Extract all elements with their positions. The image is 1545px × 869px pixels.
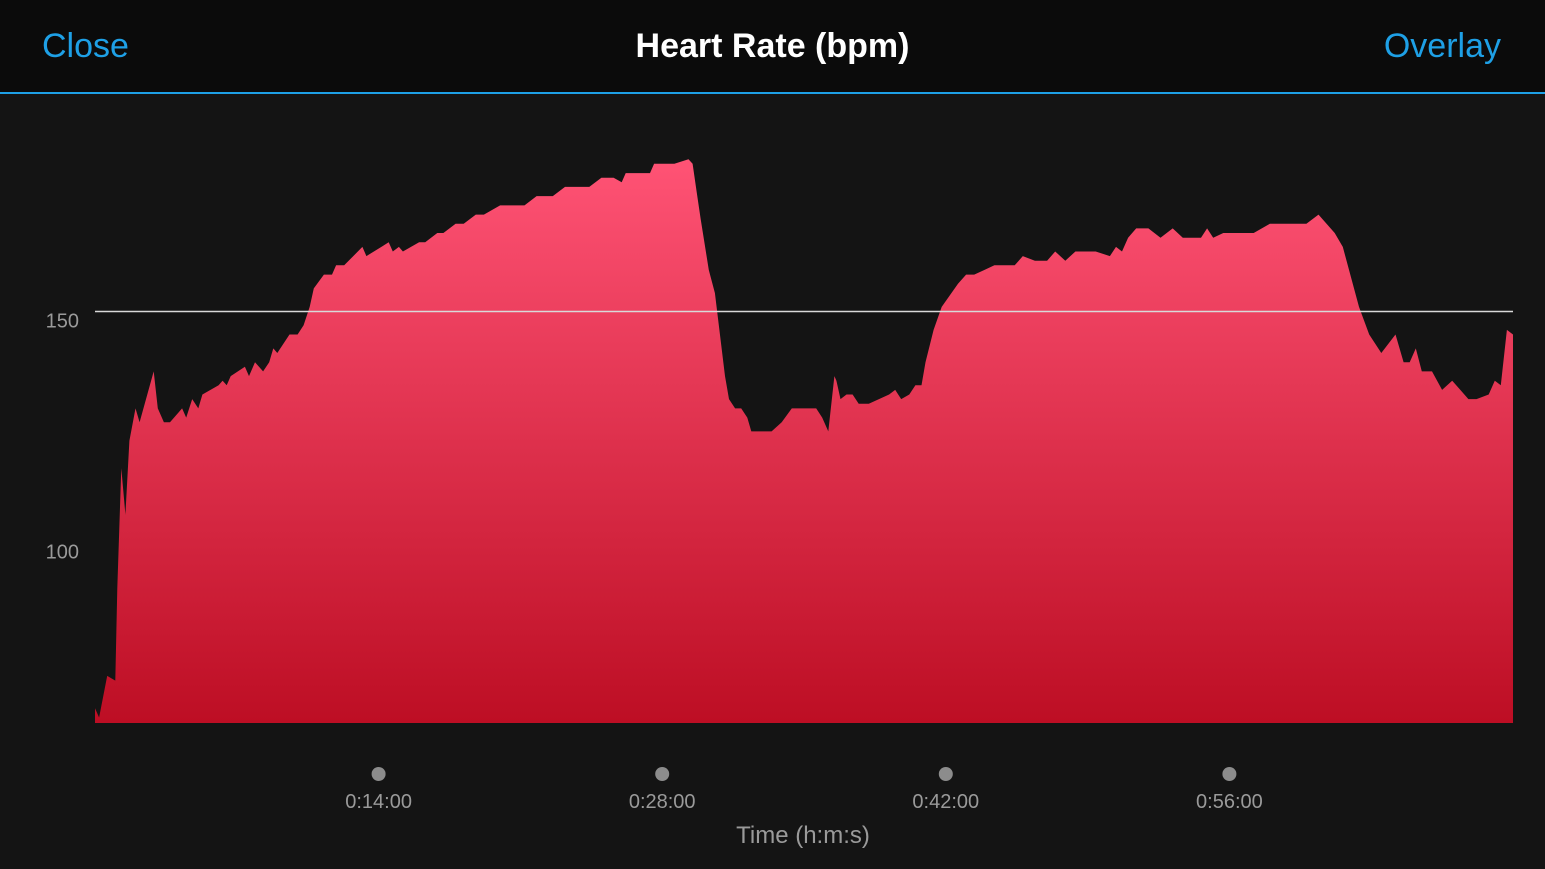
x-tick-marker[interactable]: [655, 767, 670, 781]
y-tick-label: 150: [46, 311, 79, 333]
x-tick-label: 0:42:00: [912, 791, 979, 813]
page-title: Heart Rate (bpm): [635, 27, 910, 65]
x-tick-label: 0:56:00: [1196, 791, 1263, 813]
overlay-button[interactable]: Overlay: [1383, 27, 1501, 65]
x-tick-label: 0:14:00: [345, 791, 412, 813]
x-axis-title: Time (h:m:s): [736, 822, 870, 849]
x-tick-marker[interactable]: [938, 767, 953, 781]
x-tick-marker[interactable]: [371, 767, 386, 781]
x-tick-label: 0:28:00: [629, 791, 696, 813]
heart-rate-area: [95, 159, 1513, 723]
top-bar: Close Heart Rate (bpm) Overlay: [0, 0, 1545, 94]
y-tick-label: 100: [46, 541, 79, 563]
close-button[interactable]: Close: [42, 27, 129, 65]
x-tick-marker[interactable]: [1222, 767, 1237, 781]
